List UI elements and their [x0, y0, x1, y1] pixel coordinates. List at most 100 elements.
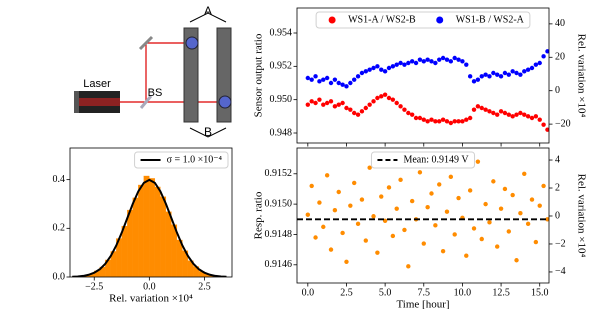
y-tick-label: 0.9152: [265, 168, 293, 179]
y2-tick-label: 40: [555, 18, 565, 29]
data-point: [498, 74, 504, 79]
data-point: [529, 197, 535, 202]
data-point: [332, 104, 338, 109]
data-point: [402, 227, 407, 233]
y-axis-label: Resp. ratio: [253, 191, 265, 239]
data-point: [518, 110, 523, 116]
data-point: [437, 182, 442, 187]
data-point: [324, 75, 330, 81]
data-point: [309, 183, 314, 189]
x-axis-label: Time [hour]: [396, 299, 449, 309]
data-point: [375, 95, 380, 101]
data-point: [433, 119, 438, 124]
data-point: [386, 185, 392, 190]
axes-frame: [69, 147, 233, 278]
data-point: [529, 65, 535, 71]
legend-item: σ = 1.0 ×10⁻⁴: [140, 154, 223, 165]
data-point: [537, 203, 542, 208]
y-tick-label: 0.9150: [265, 198, 293, 209]
data-point: [379, 67, 384, 72]
hist-bar: [127, 209, 133, 277]
data-point: [475, 104, 481, 109]
data-point: [510, 69, 515, 74]
data-point: [479, 105, 484, 111]
data-point: [514, 112, 519, 117]
data-point: [363, 105, 368, 111]
data-point: [529, 115, 535, 121]
label-b: B: [204, 125, 212, 139]
y-tick-label: 0.0: [53, 271, 66, 282]
legend-item: Mean: 0.9149 V: [377, 154, 469, 165]
y2-tick-label: 0: [555, 210, 560, 221]
data-point: [406, 264, 411, 269]
data-point: [425, 204, 430, 210]
beam-a: [120, 42, 192, 103]
legend-label: WS1-B / WS2-A: [456, 14, 525, 25]
data-point: [464, 253, 469, 258]
data-point: [545, 217, 549, 222]
data-point: [545, 127, 549, 132]
data-point: [437, 57, 442, 62]
y-tick-label: 0.4: [53, 174, 66, 185]
data-point: [406, 60, 411, 66]
data-point: [328, 99, 334, 104]
y-tick-label: 0.9148: [265, 229, 293, 240]
data-point: [332, 77, 338, 82]
hist-bar: [132, 197, 139, 277]
data-point: [321, 102, 326, 107]
data-point: [332, 207, 338, 213]
data-point: [444, 57, 450, 62]
data-point: [413, 115, 419, 121]
hist-bar: [149, 178, 156, 277]
x-tick-label: −2.5: [85, 281, 103, 292]
data-point: [460, 59, 465, 64]
data-point: [533, 62, 539, 67]
data-point: [379, 94, 384, 99]
data-point: [417, 170, 423, 175]
y2-tick-label: 0: [555, 85, 560, 96]
legend: σ = 1.0 ×10⁻⁴: [134, 151, 229, 169]
legend-label: WS1-A / WS2-B: [348, 14, 416, 25]
data-point: [394, 206, 399, 211]
data-point: [348, 107, 353, 112]
data-point: [398, 104, 403, 109]
data-point: [518, 211, 523, 216]
data-point: [348, 80, 353, 86]
data-point: [313, 74, 318, 79]
legend: Mean: 0.9149 V: [370, 151, 476, 169]
legend-item: WS1-A / WS2-B: [328, 14, 416, 25]
x-tick-label: 12.5: [492, 287, 510, 298]
data-point: [390, 64, 396, 69]
data-point: [510, 192, 515, 198]
data-point: [471, 226, 477, 231]
y2-tick-label: 20: [555, 52, 565, 63]
sensor-b: [218, 95, 232, 109]
x-tick-label: 15.0: [531, 287, 549, 298]
hist-bar: [160, 196, 167, 277]
legend-frame: [370, 151, 476, 169]
data-point: [421, 59, 426, 64]
data-point: [464, 117, 469, 122]
data-point: [541, 183, 546, 189]
data-point: [355, 74, 361, 79]
data-point: [309, 99, 314, 104]
data-point: [440, 117, 446, 122]
hist-bar: [121, 225, 128, 277]
data-point: [359, 197, 365, 202]
legend-frame: [134, 151, 229, 169]
legend-label: σ = 1.0 ×10⁻⁴: [167, 154, 223, 165]
data-point: [390, 97, 396, 102]
data-point: [336, 80, 341, 86]
data-point: [437, 119, 442, 124]
data-point: [309, 77, 314, 82]
data-point: [452, 119, 457, 124]
x-tick-label: 2.5: [198, 281, 211, 292]
data-point: [402, 107, 407, 112]
data-point: [425, 57, 430, 62]
data-point: [502, 110, 508, 116]
laser-cap: [74, 91, 79, 113]
data-point: [440, 248, 446, 254]
data-point: [317, 97, 322, 102]
data-point: [355, 112, 361, 117]
data-point: [483, 201, 488, 207]
